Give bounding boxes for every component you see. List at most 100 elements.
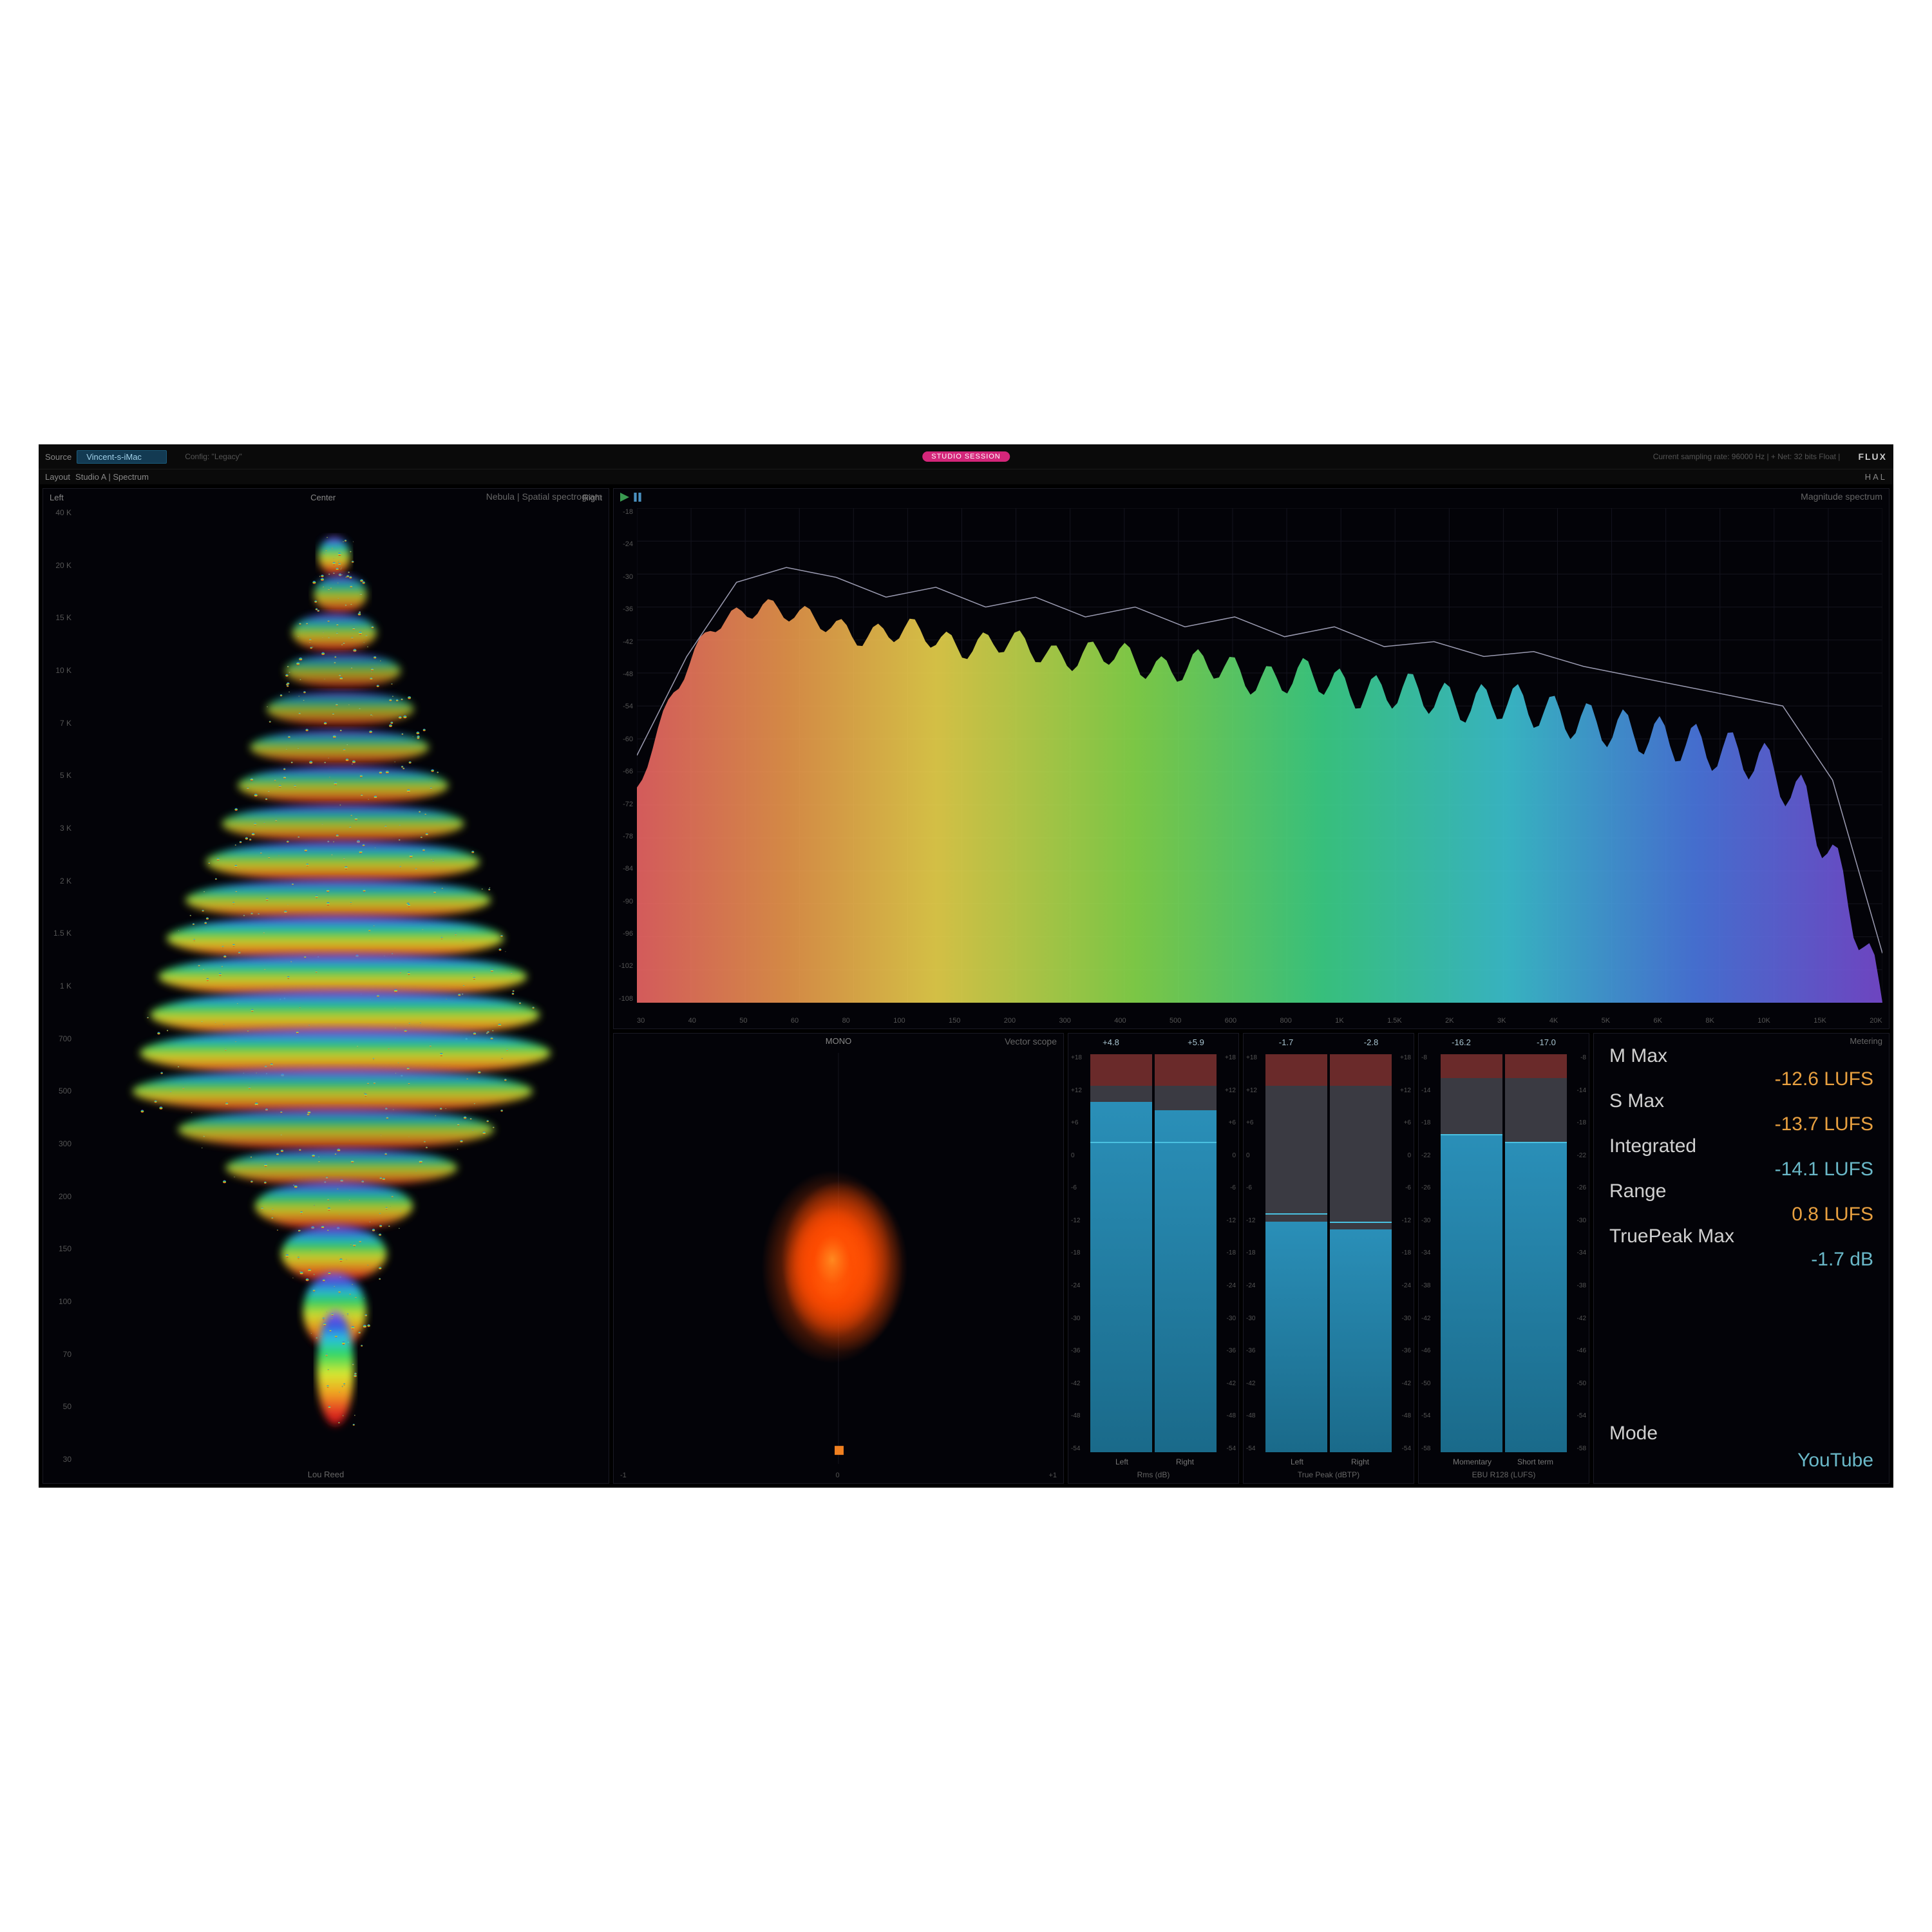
- meters-container: +4.8+5.9+18+12+60-6-12-18-24-30-36-42-48…: [1068, 1033, 1589, 1484]
- nebula-center-label: Center: [310, 493, 336, 502]
- spectrum-x-tick: 4K: [1549, 1017, 1558, 1025]
- meter-peak-value: -1.7: [1279, 1037, 1293, 1047]
- nebula-y-tick: 70: [46, 1350, 71, 1359]
- nebula-panel[interactable]: Left Center Right Nebula | Spatial spect…: [43, 488, 609, 1484]
- spectrum-x-tick: 20K: [1870, 1017, 1882, 1025]
- meter-channel-label: Right: [1153, 1457, 1217, 1466]
- spectrum-y-tick: -42: [616, 638, 633, 646]
- meter-channel-label: Momentary: [1441, 1457, 1504, 1466]
- spectrum-y-axis: -18-24-30-36-42-48-54-60-66-72-78-84-90-…: [616, 508, 633, 1003]
- readout-row: TruePeak Max-1.7 dB: [1609, 1226, 1873, 1271]
- bottom-right-cluster: MONO Vector scope -10+1 +4.8+5.9+18+12+6…: [613, 1033, 1889, 1484]
- nebula-visualization: [75, 508, 602, 1464]
- nebula-y-tick: 10 K: [46, 666, 71, 675]
- play-icon[interactable]: [620, 493, 629, 502]
- readout-value: -14.1 LUFS: [1609, 1159, 1873, 1180]
- spectrum-x-tick: 600: [1225, 1017, 1236, 1025]
- spectrum-y-tick: -36: [616, 605, 633, 613]
- nebula-y-tick: 300: [46, 1139, 71, 1148]
- meter-peak-value: +5.9: [1188, 1037, 1204, 1047]
- spectrum-x-tick: 2K: [1445, 1017, 1454, 1025]
- nebula-y-tick: 500: [46, 1086, 71, 1095]
- nebula-y-tick: 1 K: [46, 981, 71, 990]
- meter-group[interactable]: -1.7-2.8+18+12+60-6-12-18-24-30-36-42-48…: [1243, 1033, 1414, 1484]
- spectrum-x-tick: 50: [739, 1017, 747, 1025]
- spectrum-x-tick: 300: [1059, 1017, 1070, 1025]
- spectrum-x-tick: 400: [1114, 1017, 1126, 1025]
- config-label[interactable]: Config: "Legacy": [185, 452, 242, 461]
- readout-value: -13.7 LUFS: [1609, 1113, 1873, 1135]
- nebula-y-tick: 200: [46, 1192, 71, 1201]
- spectrum-x-tick: 40: [688, 1017, 696, 1025]
- spectrum-x-tick: 500: [1170, 1017, 1181, 1025]
- spectrum-x-tick: 10K: [1757, 1017, 1770, 1025]
- metering-readout-panel[interactable]: Metering M Max-12.6 LUFSS Max-13.7 LUFSI…: [1593, 1033, 1889, 1484]
- vector-mono-label: MONO: [826, 1036, 851, 1046]
- layout-label: Layout: [45, 472, 70, 482]
- spectrum-x-tick: 60: [791, 1017, 799, 1025]
- toolbar-row-2: Layout Studio A | Spectrum HAL: [39, 469, 1893, 484]
- spectrum-y-tick: -102: [616, 962, 633, 970]
- readout-row: Range0.8 LUFS: [1609, 1180, 1873, 1226]
- readout-value: 0.8 LUFS: [1609, 1204, 1873, 1226]
- meter-channel-label: Left: [1090, 1457, 1153, 1466]
- nebula-y-tick: 7 K: [46, 719, 71, 728]
- nebula-y-tick: 100: [46, 1297, 71, 1306]
- readout-key: TruePeak Max: [1609, 1226, 1873, 1247]
- nebula-title: Nebula | Spatial spectrogram: [486, 491, 602, 502]
- spectrum-panel[interactable]: Magnitude spectrum -18-24-30-36-42-48-54…: [613, 488, 1889, 1029]
- meter-bar: [1505, 1054, 1567, 1452]
- spectrum-y-tick: -60: [616, 735, 633, 743]
- toolbar-row-1: Source Vincent-s-iMac Config: "Legacy" S…: [39, 444, 1893, 469]
- meter-peak-value: -17.0: [1537, 1037, 1556, 1047]
- readout-items: M Max-12.6 LUFSS Max-13.7 LUFSIntegrated…: [1609, 1045, 1873, 1271]
- nebula-y-tick: 15 K: [46, 613, 71, 622]
- meter-bar: [1155, 1054, 1217, 1452]
- meter-bar: [1090, 1054, 1152, 1452]
- vector-x-tick: 0: [836, 1472, 840, 1479]
- meter-channel-label: Left: [1265, 1457, 1329, 1466]
- layout-select[interactable]: Studio A | Spectrum: [75, 472, 149, 482]
- spectrum-y-tick: -24: [616, 540, 633, 548]
- pause-icon[interactable]: [633, 493, 642, 502]
- spectrum-x-tick: 3K: [1497, 1017, 1506, 1025]
- spectrum-x-tick: 800: [1280, 1017, 1291, 1025]
- mode-label: Mode: [1609, 1423, 1873, 1444]
- nebula-y-tick: 20 K: [46, 561, 71, 570]
- nebula-left-label: Left: [50, 493, 64, 502]
- spectrum-x-tick: 5K: [1602, 1017, 1610, 1025]
- nebula-y-tick: 700: [46, 1034, 71, 1043]
- vector-x-tick: -1: [620, 1472, 627, 1479]
- main-grid: Left Center Right Nebula | Spatial spect…: [39, 484, 1893, 1488]
- spectrum-y-tick: -18: [616, 508, 633, 516]
- nebula-y-tick: 150: [46, 1244, 71, 1253]
- spectrum-x-tick: 1K: [1335, 1017, 1343, 1025]
- readout-key: Integrated: [1609, 1135, 1873, 1157]
- meter-group[interactable]: +4.8+5.9+18+12+60-6-12-18-24-30-36-42-48…: [1068, 1033, 1239, 1484]
- vector-x-axis: -10+1: [620, 1472, 1057, 1479]
- spectrum-x-axis: 30405060801001502003004005006008001K1.5K…: [637, 1017, 1882, 1025]
- sample-rate-info: Current sampling rate: 96000 Hz | + Net:…: [1653, 452, 1841, 461]
- meter-title: Rms (dB): [1068, 1470, 1238, 1479]
- spectrum-x-tick: 200: [1004, 1017, 1016, 1025]
- readout-key: M Max: [1609, 1045, 1873, 1067]
- spectrum-x-tick: 6K: [1654, 1017, 1662, 1025]
- spectrum-visualization: [637, 508, 1882, 1003]
- app-window: Source Vincent-s-iMac Config: "Legacy" S…: [39, 444, 1893, 1488]
- meter-peak-value: -2.8: [1364, 1037, 1378, 1047]
- spectrum-x-tick: 8K: [1705, 1017, 1714, 1025]
- meter-bar: [1441, 1054, 1502, 1452]
- spectrum-y-tick: -90: [616, 898, 633, 905]
- spectrum-x-tick: 150: [949, 1017, 960, 1025]
- meter-group[interactable]: -16.2-17.0-8-14-18-22-26-30-34-38-42-46-…: [1418, 1033, 1589, 1484]
- transport-controls: [620, 493, 642, 502]
- spectrum-x-tick: 30: [637, 1017, 645, 1025]
- vector-scope-panel[interactable]: MONO Vector scope -10+1: [613, 1033, 1064, 1484]
- nebula-y-tick: 50: [46, 1402, 71, 1411]
- readout-row: M Max-12.6 LUFS: [1609, 1045, 1873, 1090]
- session-badge: STUDIO SESSION: [922, 451, 1010, 462]
- spectrum-y-tick: -54: [616, 703, 633, 710]
- mode-value[interactable]: YouTube: [1609, 1450, 1873, 1472]
- source-select[interactable]: Vincent-s-iMac: [77, 450, 167, 464]
- spectrum-y-tick: -48: [616, 670, 633, 678]
